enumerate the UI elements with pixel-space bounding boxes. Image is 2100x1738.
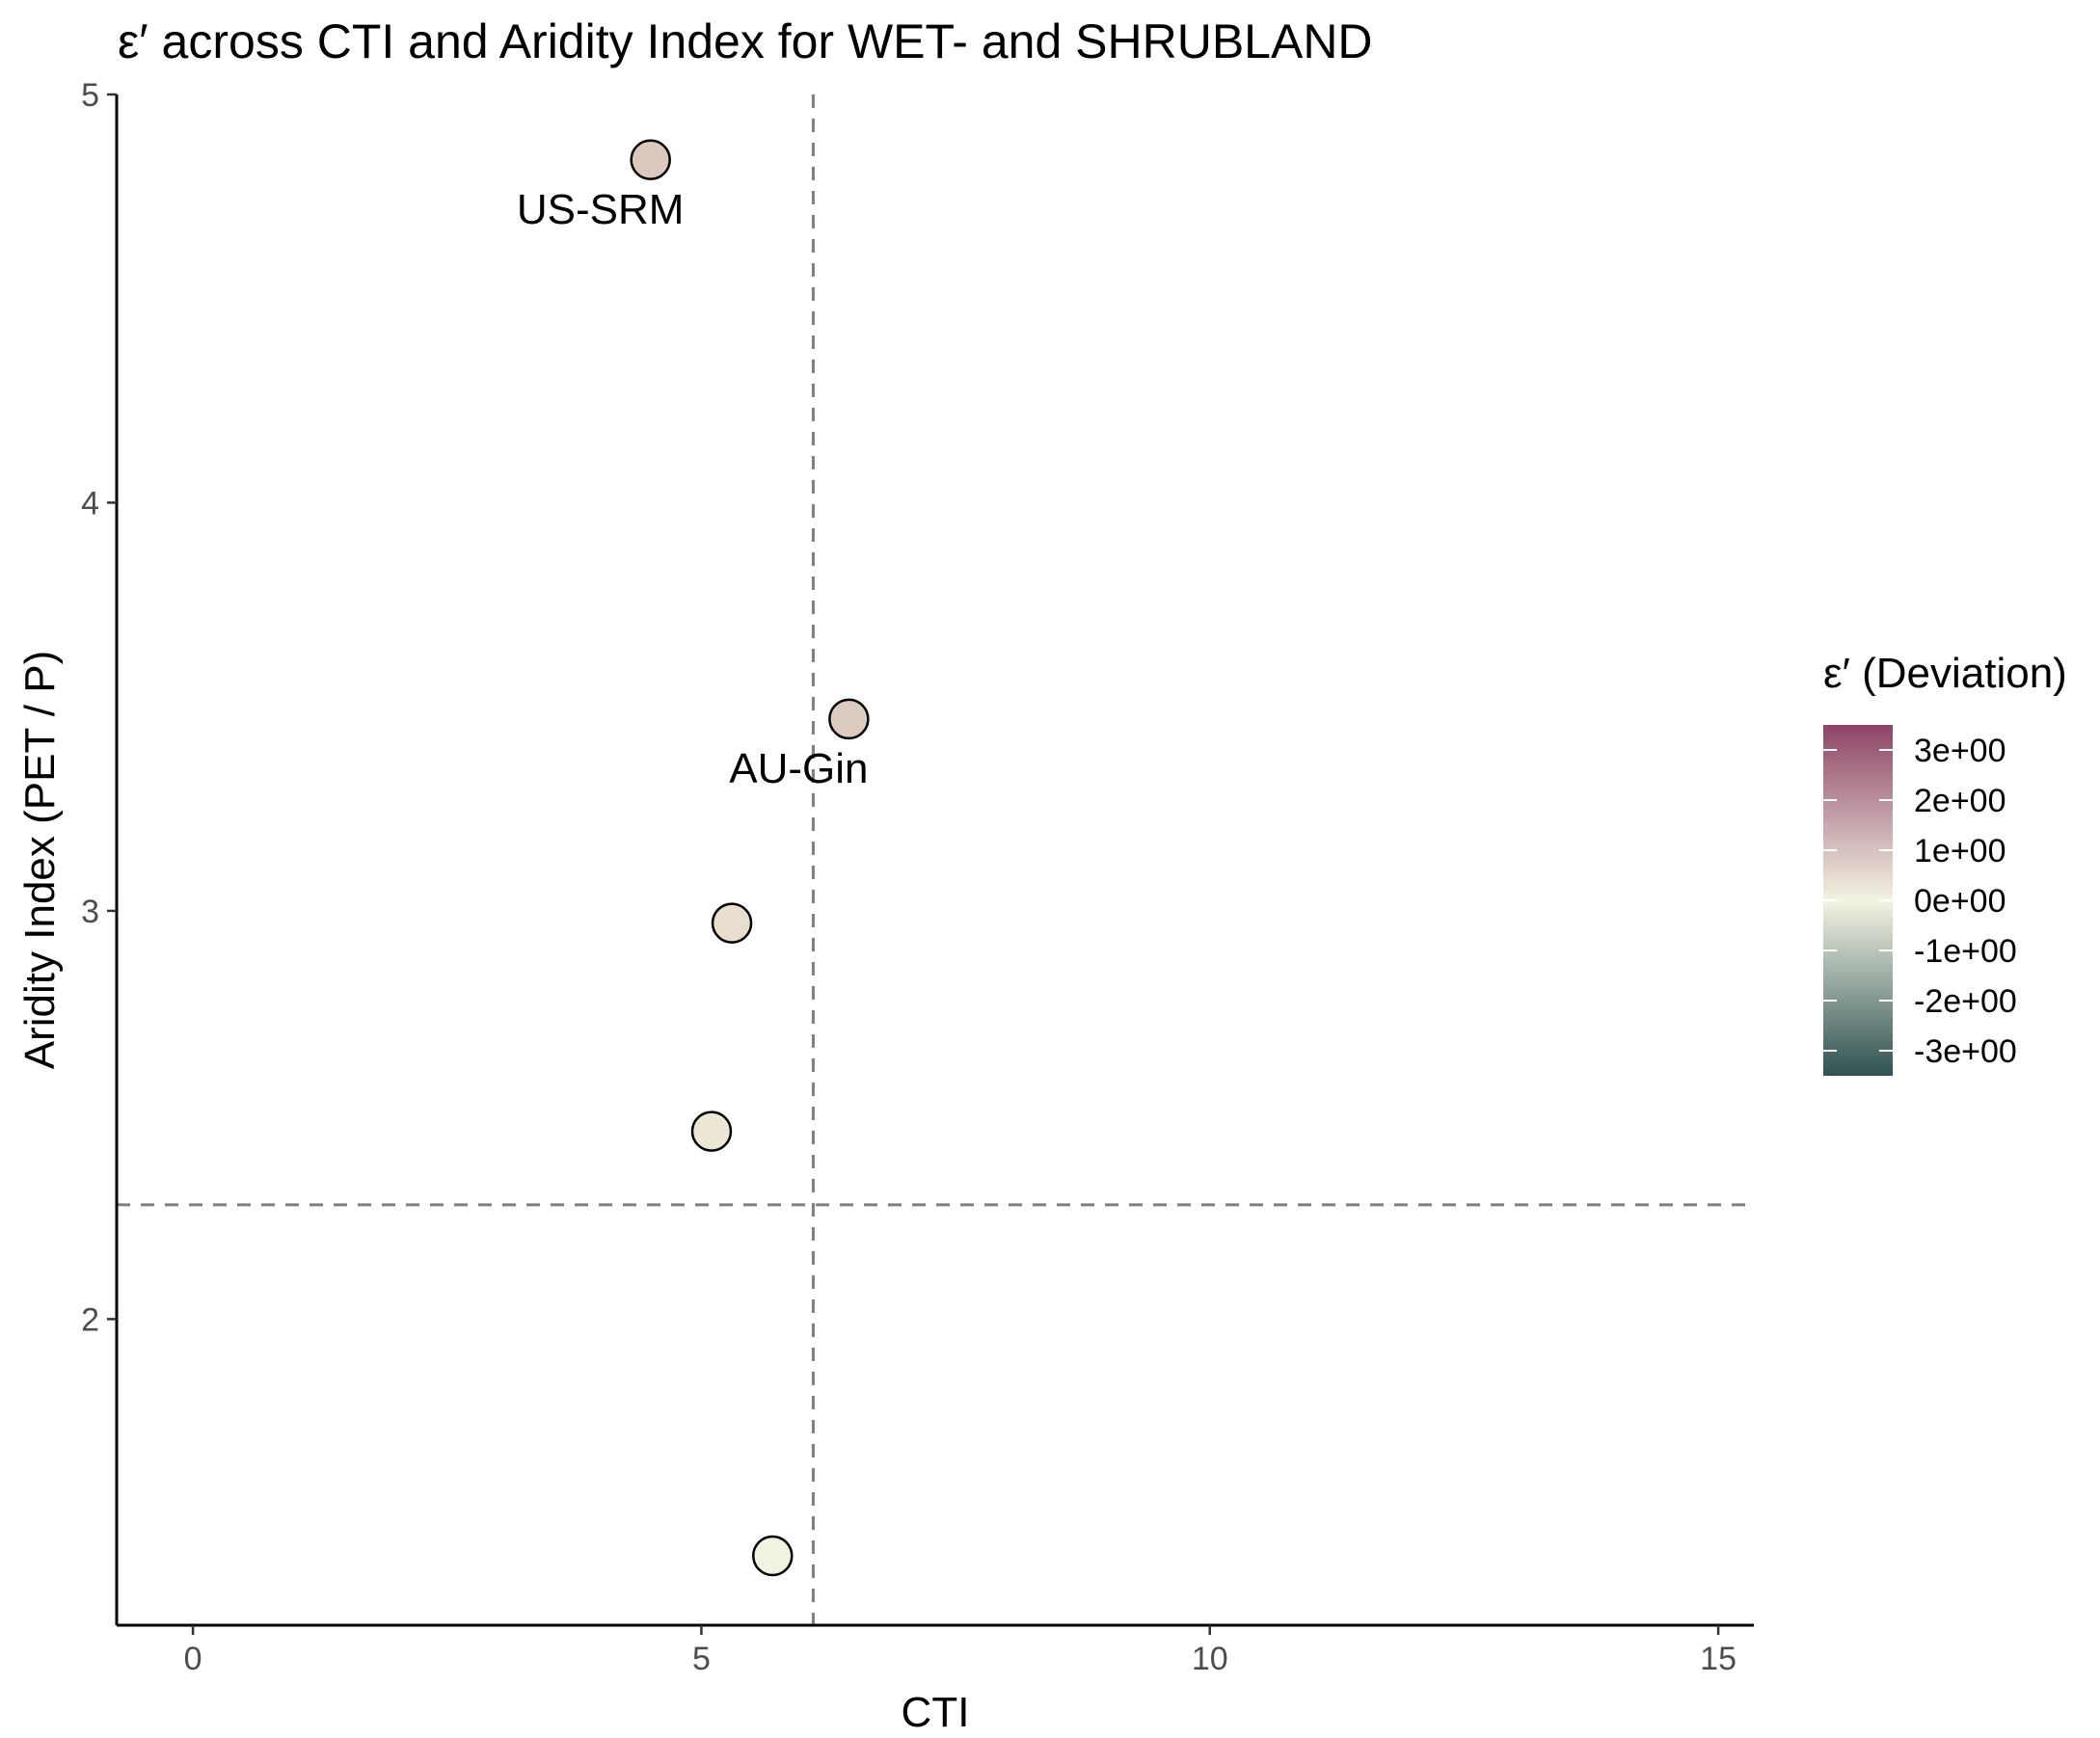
chart-title: ε′ across CTI and Aridity Index for WET-… <box>118 14 1373 68</box>
legend-tick-label: 1e+00 <box>1914 833 2006 869</box>
y-axis-label: Aridity Index (PET / P) <box>16 651 64 1069</box>
x-tick-label: 0 <box>184 1641 202 1677</box>
scatter-point <box>630 139 671 181</box>
data-points <box>630 139 870 1577</box>
legend-tick-label: -3e+00 <box>1914 1033 2017 1070</box>
y-tick-label: 5 <box>81 77 99 114</box>
point-labels: US-SRM AU-Gin <box>517 186 869 792</box>
legend-tick-label: -1e+00 <box>1914 933 2017 970</box>
reference-lines <box>117 94 1754 1625</box>
x-ticks: 0 5 10 15 <box>184 1625 1737 1677</box>
x-tick-label: 10 <box>1192 1641 1228 1677</box>
legend-title: ε′ (Deviation) <box>1823 650 2067 697</box>
scatter-point <box>711 902 753 944</box>
scatter-point <box>752 1535 794 1577</box>
x-axis-label: CTI <box>902 1689 970 1736</box>
legend-tick-label: 0e+00 <box>1914 883 2006 920</box>
point-label: AU-Gin <box>729 745 868 792</box>
legend-tick-label: 3e+00 <box>1914 733 2006 769</box>
legend-ticks: 3e+00 2e+00 1e+00 0e+00 -1e+00 -2e+00 -3e+00 <box>1823 733 2017 1070</box>
y-tick-label: 3 <box>81 894 99 930</box>
scatter-point <box>828 698 870 740</box>
color-legend: ε′ (Deviation) 3e+00 2e+00 1e+00 0e+00 -1e+0… <box>1823 650 2067 1076</box>
point-label: US-SRM <box>517 186 685 233</box>
x-tick-label: 15 <box>1700 1641 1737 1677</box>
legend-tick-label: -2e+00 <box>1914 983 2017 1020</box>
y-ticks: 2 3 4 5 <box>81 77 117 1338</box>
legend-tick-label: 2e+00 <box>1914 783 2006 819</box>
scatter-point <box>690 1110 733 1152</box>
axes <box>115 94 1754 1627</box>
x-tick-label: 5 <box>692 1641 711 1677</box>
y-tick-label: 4 <box>81 485 99 521</box>
y-tick-label: 2 <box>81 1301 99 1338</box>
